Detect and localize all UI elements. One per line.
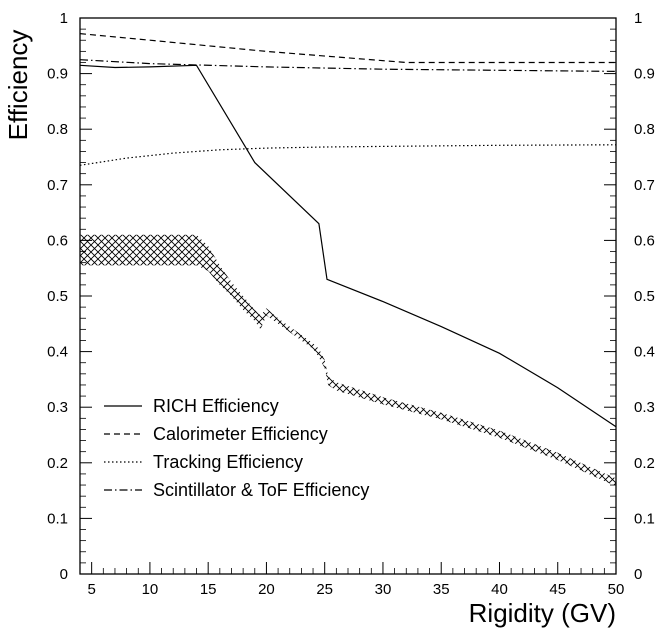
y-tick-label-left: 0.3 <box>47 399 68 416</box>
y-tick-label-right: 0 <box>634 566 642 583</box>
y-tick-label-left: 0.9 <box>47 66 68 83</box>
legend: RICH Efficiency Calorimeter Efficiency Tra… <box>104 396 369 500</box>
x-tick-label: 15 <box>200 581 217 598</box>
y-tick-label-right: 1 <box>634 10 642 27</box>
x-tick-label: 10 <box>142 581 159 598</box>
x-tick-label: 50 <box>608 581 625 598</box>
y-tick-label-right: 0.4 <box>634 344 655 361</box>
y-tick-label-right: 0.7 <box>634 177 655 194</box>
y-tick-label-right: 0.5 <box>634 288 655 305</box>
y-tick-label-right: 0.3 <box>634 399 655 416</box>
series-line-4 <box>79 59 617 72</box>
y-tick-label-right: 0.8 <box>634 121 655 138</box>
x-tick-label: 25 <box>316 581 333 598</box>
y-tick-label-right: 0.9 <box>634 66 655 83</box>
y-tick-label-right: 0.2 <box>634 455 655 472</box>
series-layer <box>79 33 617 428</box>
y-tick-label-right: 0.6 <box>634 232 655 249</box>
legend-label: Scintillator & ToF Efficiency <box>153 480 369 500</box>
y-tick-label-left: 0.6 <box>47 232 68 249</box>
x-tick-label: 30 <box>375 581 392 598</box>
y-tick-label-left: 0.7 <box>47 177 68 194</box>
efficiency-band-layer <box>80 234 616 487</box>
series-line-1 <box>79 64 617 428</box>
x-tick-label: 35 <box>433 581 450 598</box>
y-tick-label-left: 0.2 <box>47 455 68 472</box>
y-tick-label-left: 0 <box>60 566 68 583</box>
legend-label: Tracking Efficiency <box>153 452 303 472</box>
y-tick-label-left: 1 <box>60 10 68 27</box>
y-tick-label-left: 0.5 <box>47 288 68 305</box>
x-tick-label: 45 <box>549 581 566 598</box>
y-tick-label-left: 0.8 <box>47 121 68 138</box>
efficiency-band <box>80 234 616 487</box>
series-line-3 <box>79 144 617 166</box>
ticks-layer: 5 10 15 20 25 30 35 40 45 50 0 0 0.1 0.1 0.2 0.2 0.3 0.3 0… <box>47 10 655 598</box>
y-tick-label-right: 0.1 <box>634 510 655 527</box>
x-tick-label: 40 <box>491 581 508 598</box>
x-axis-title: Rigidity (GV) <box>469 598 616 628</box>
y-tick-label-left: 0.4 <box>47 344 68 361</box>
x-tick-label: 20 <box>258 581 275 598</box>
y-tick-label-left: 0.1 <box>47 510 68 527</box>
series-line-2 <box>79 33 616 64</box>
x-tick-label: 5 <box>87 581 95 598</box>
legend-label: Calorimeter Efficiency <box>153 424 328 444</box>
legend-label: RICH Efficiency <box>153 396 279 416</box>
y-axis-title: Efficiency <box>3 30 33 141</box>
